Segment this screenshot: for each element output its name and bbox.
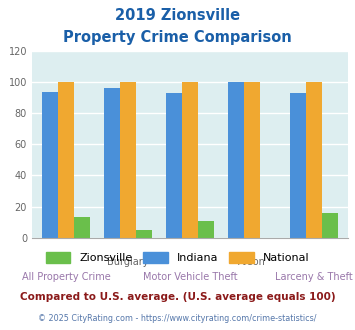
- Bar: [104, 88, 120, 238]
- Bar: [120, 82, 136, 238]
- Text: Arson: Arson: [238, 257, 266, 267]
- Text: Motor Vehicle Theft: Motor Vehicle Theft: [143, 272, 237, 282]
- Legend: Zionsville, Indiana, National: Zionsville, Indiana, National: [42, 249, 313, 267]
- Text: 2019 Zionsville: 2019 Zionsville: [115, 8, 240, 23]
- Bar: [306, 82, 322, 238]
- Bar: [290, 93, 306, 238]
- Text: Larceny & Theft: Larceny & Theft: [275, 272, 353, 282]
- Bar: [136, 230, 152, 238]
- Text: Compared to U.S. average. (U.S. average equals 100): Compared to U.S. average. (U.S. average …: [20, 292, 335, 302]
- Bar: [322, 213, 338, 238]
- Bar: [228, 82, 244, 238]
- Bar: [166, 93, 182, 238]
- Bar: [42, 91, 58, 238]
- Text: All Property Crime: All Property Crime: [22, 272, 110, 282]
- Bar: [182, 82, 198, 238]
- Bar: [244, 82, 260, 238]
- Text: Property Crime Comparison: Property Crime Comparison: [63, 30, 292, 45]
- Bar: [74, 217, 90, 238]
- Text: Burglary: Burglary: [107, 257, 149, 267]
- Bar: [58, 82, 74, 238]
- Bar: [198, 220, 214, 238]
- Text: © 2025 CityRating.com - https://www.cityrating.com/crime-statistics/: © 2025 CityRating.com - https://www.city…: [38, 314, 317, 323]
